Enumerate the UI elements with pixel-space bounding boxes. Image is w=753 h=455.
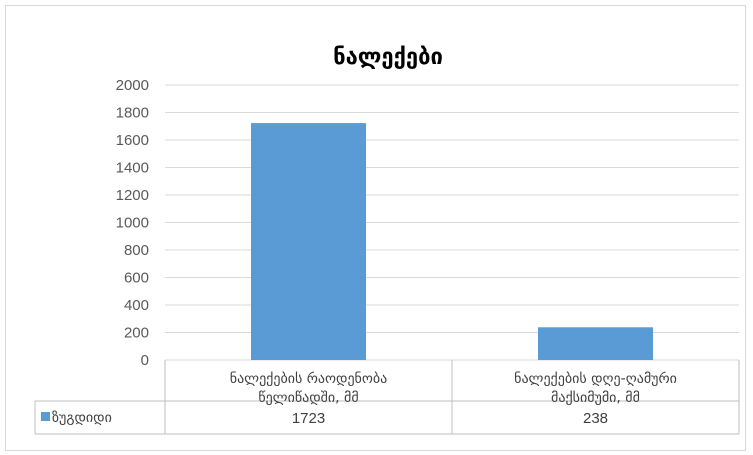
- data-table-value: 238: [583, 410, 608, 427]
- bars: [251, 123, 653, 361]
- y-tick-label: 800: [124, 242, 149, 259]
- y-tick-label: 600: [124, 270, 149, 287]
- category-label: წელიწადში, მმ: [258, 390, 358, 406]
- y-tick-label: 1000: [116, 215, 149, 232]
- chart-frame: [5, 5, 746, 451]
- category-label: მაქსიმუმი, მმ: [551, 390, 640, 406]
- bar: [251, 123, 366, 361]
- y-tick-label: 0: [141, 352, 149, 369]
- data-table: ნალექების რაოდენობა წელიწადში, მმ ნალექები…: [34, 360, 740, 435]
- bar: [538, 327, 653, 360]
- y-tick-label: 200: [124, 325, 149, 342]
- category-label: ნალექების დღე-ღამური: [514, 370, 677, 387]
- y-tick-label: 1800: [116, 105, 149, 122]
- data-table-value: 1723: [292, 410, 325, 427]
- legend-swatch: [41, 412, 50, 421]
- y-tick-label: 2000: [116, 77, 149, 94]
- y-tick-label: 1600: [116, 132, 149, 149]
- legend-label: ზუგდიდი: [52, 410, 112, 426]
- y-axis-ticks: 0 200 400 600 800 1000 1200 1400 1600 1800 2000: [116, 77, 149, 369]
- y-tick-label: 400: [124, 297, 149, 314]
- y-tick-label: 1400: [116, 160, 149, 177]
- chart-title: ნალექები: [333, 45, 443, 70]
- y-tick-label: 1200: [116, 187, 149, 204]
- category-label: ნალექების რაოდენობა: [230, 370, 387, 387]
